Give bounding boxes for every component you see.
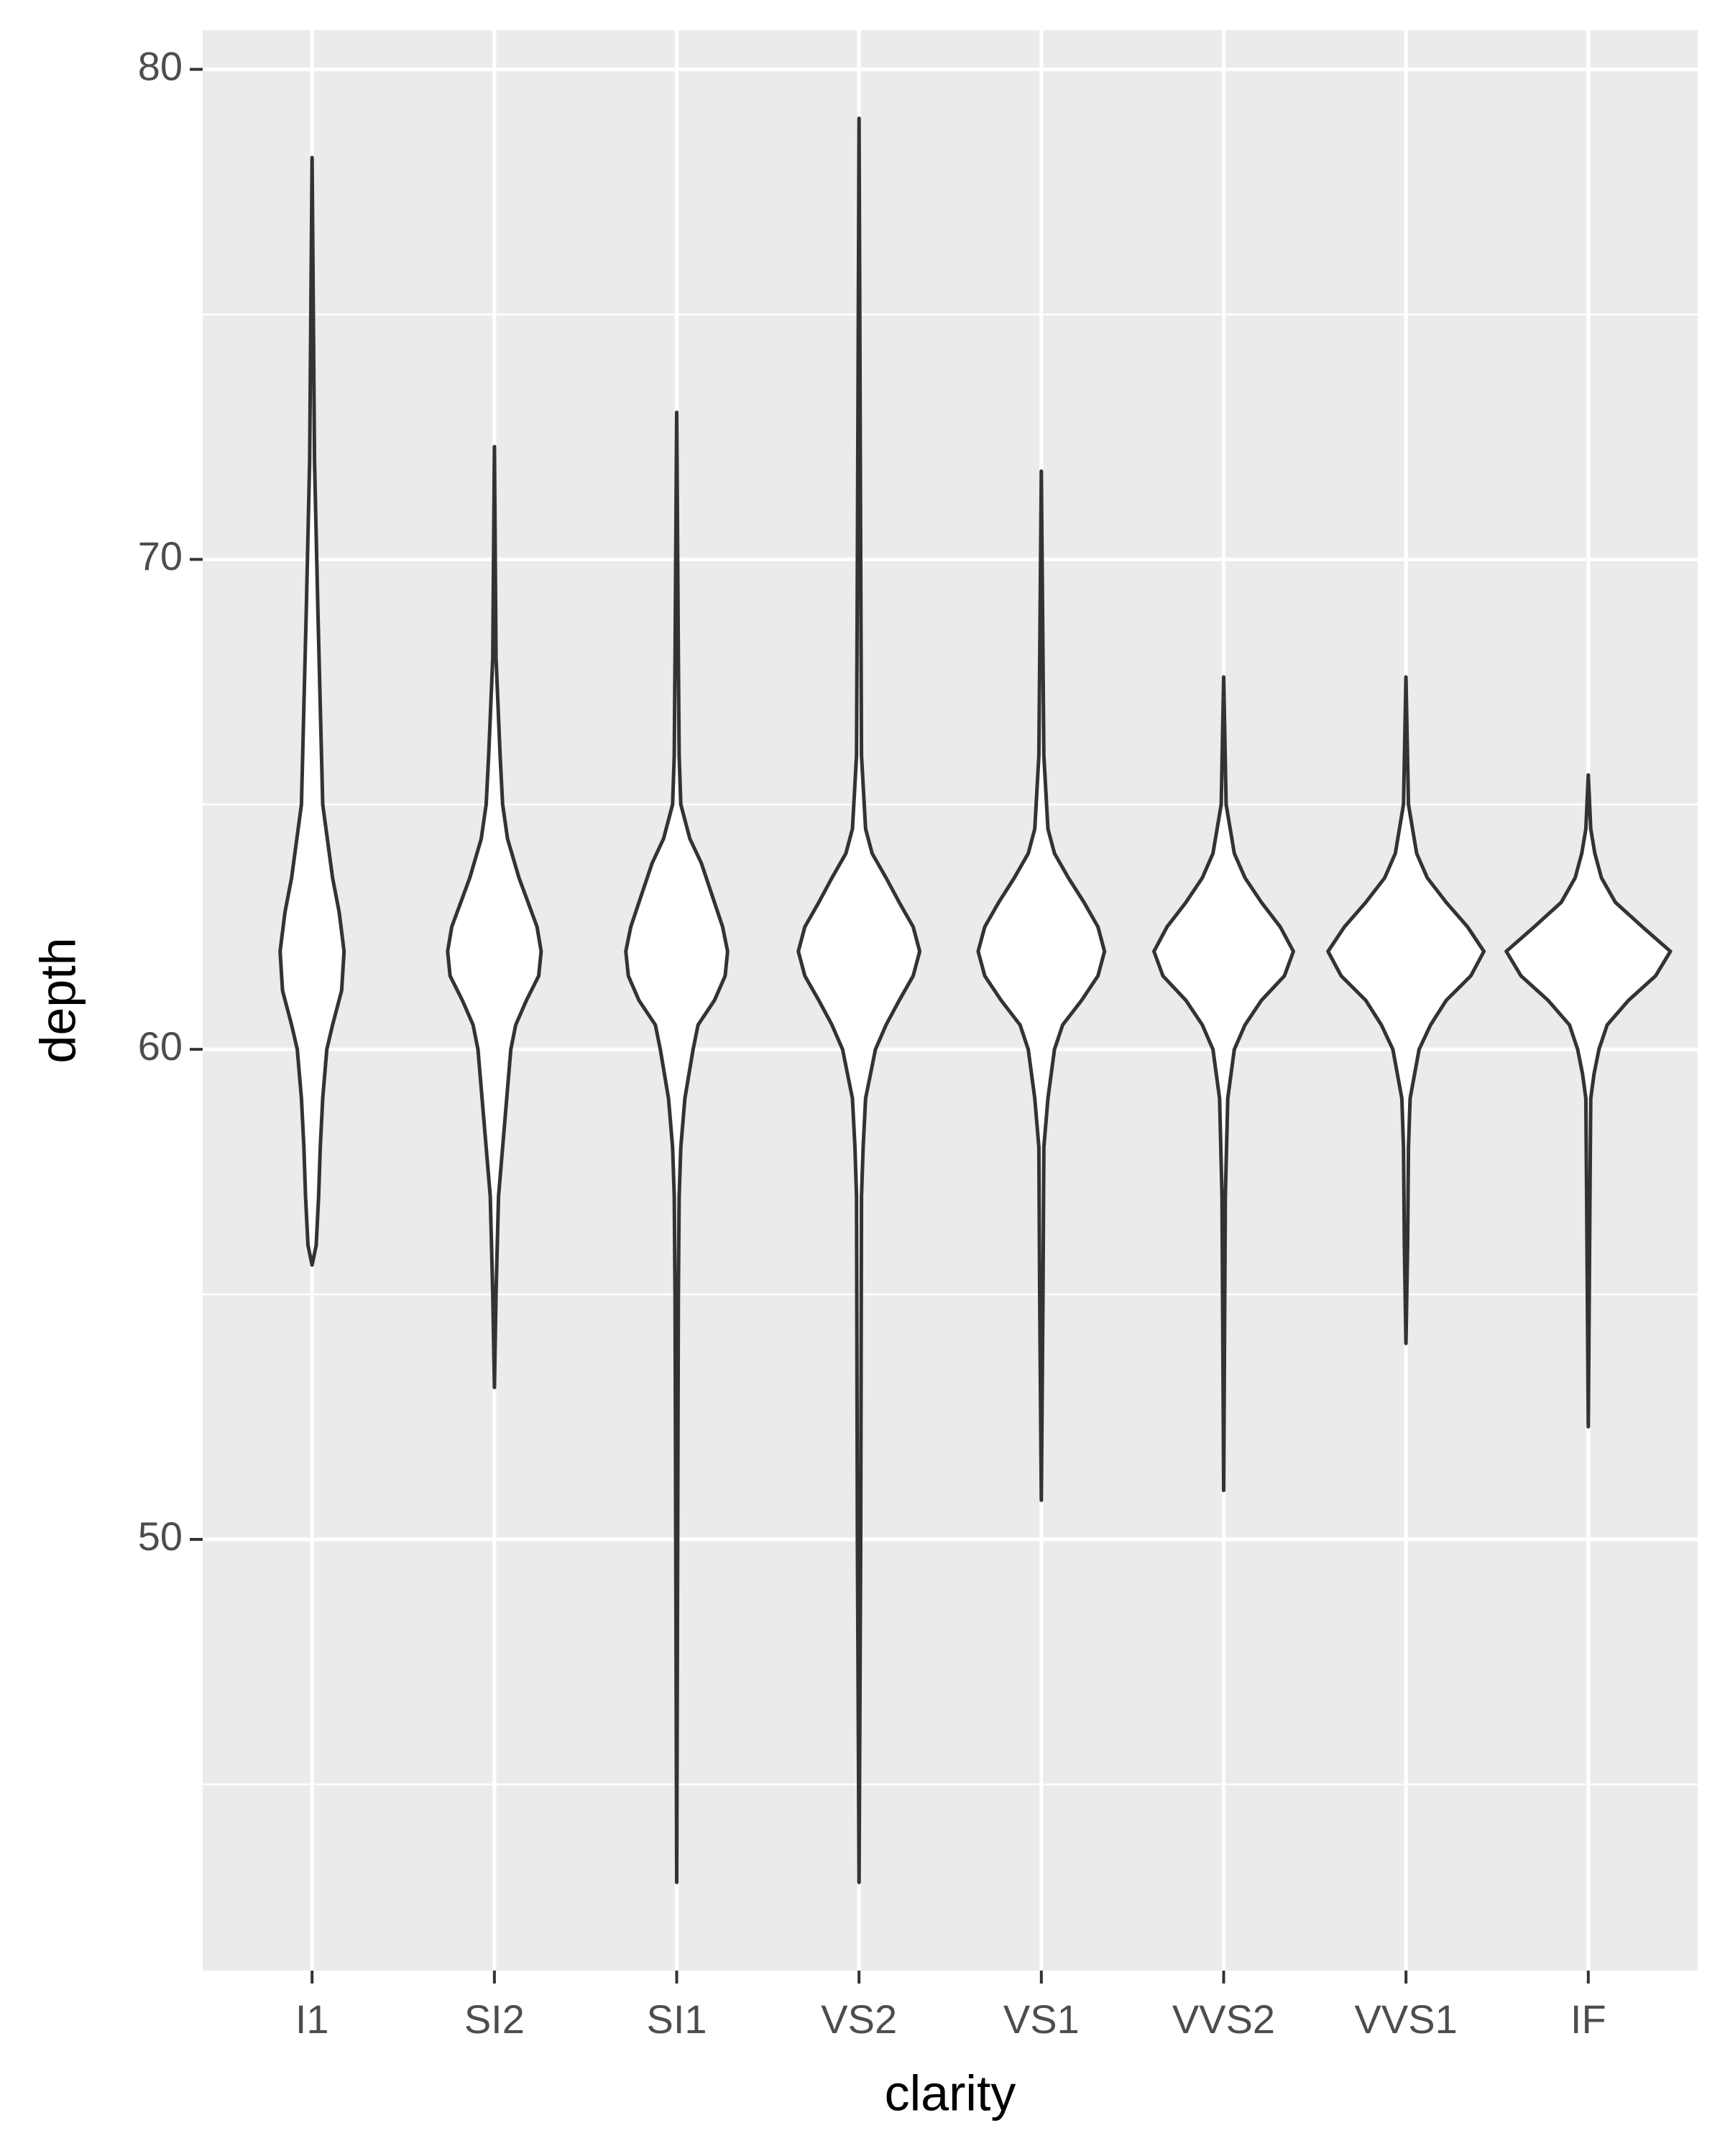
x-tick-label: I1 [295, 1996, 329, 2042]
violin [1152, 675, 1295, 1493]
violin [1326, 675, 1486, 1345]
violin [446, 445, 543, 1390]
violin [624, 410, 730, 1884]
violin [278, 155, 346, 1267]
violin [976, 469, 1107, 1502]
y-tick-label: 50 [138, 1514, 183, 1559]
plot-background [203, 30, 1698, 1971]
x-tick-label: VVS2 [1172, 1996, 1275, 2042]
x-tick-label: SI1 [646, 1996, 707, 2042]
x-tick-label: IF [1570, 1996, 1606, 2042]
x-tick-label: SI2 [464, 1996, 525, 2042]
y-axis-title: depth [29, 937, 86, 1063]
x-tick-label: VS2 [821, 1996, 897, 2042]
y-tick-label: 80 [138, 43, 183, 88]
y-tick-label: 60 [138, 1023, 183, 1069]
violin [796, 116, 922, 1884]
violin [1504, 773, 1673, 1429]
x-axis-title: clarity [885, 2065, 1016, 2121]
x-tick-label: VVS1 [1355, 1996, 1458, 2042]
y-tick-label: 70 [138, 533, 183, 579]
x-tick-label: VS1 [1003, 1996, 1080, 2042]
